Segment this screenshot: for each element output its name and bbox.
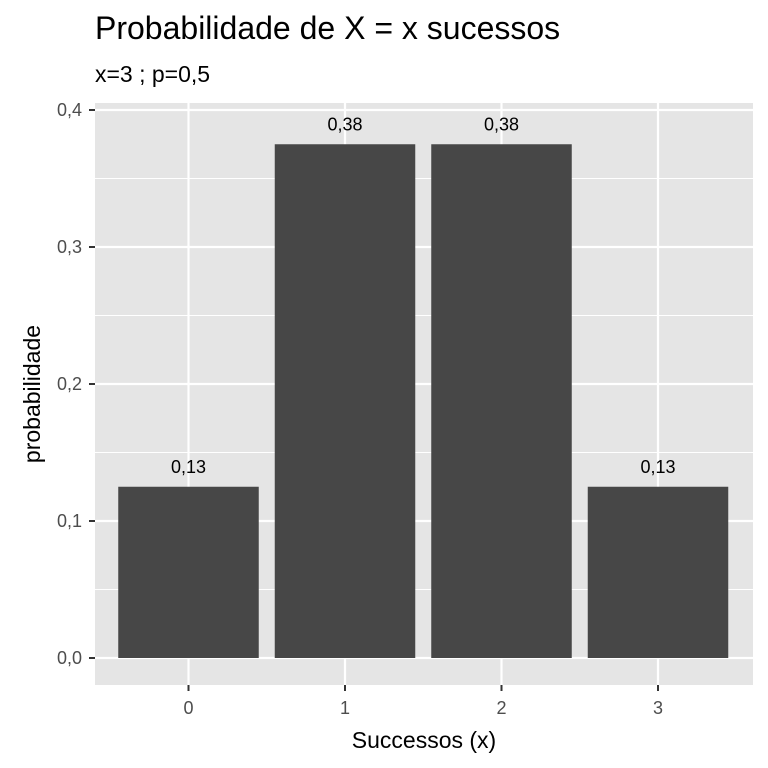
y-tick-label: 0,0 xyxy=(57,648,82,668)
bar-1 xyxy=(274,144,416,658)
x-tick-label: 1 xyxy=(340,698,350,718)
chart-title: Probabilidade de X = x sucessos xyxy=(95,10,560,46)
y-tick-label: 0,2 xyxy=(57,374,82,394)
bars xyxy=(118,144,729,658)
y-axis: 0,0 0,1 0,2 0,3 0,4 xyxy=(57,100,95,668)
y-tick-label: 0,4 xyxy=(57,100,82,120)
bar-0 xyxy=(118,486,259,658)
bar-3 xyxy=(587,486,729,658)
data-label-2: 0,38 xyxy=(484,114,519,134)
x-tick-label: 0 xyxy=(183,698,193,718)
y-axis-title: probabilidade xyxy=(19,325,45,463)
y-tick-label: 0,1 xyxy=(57,511,82,531)
y-tick-label: 0,3 xyxy=(57,237,82,257)
x-axis: 0 1 2 3 xyxy=(183,685,663,718)
bar-2 xyxy=(431,144,572,658)
data-label-1: 0,38 xyxy=(327,114,362,134)
data-label-0: 0,13 xyxy=(171,457,206,477)
data-label-3: 0,13 xyxy=(640,457,675,477)
x-axis-title: Successos (x) xyxy=(352,727,496,753)
chart-subtitle: x=3 ; p=0,5 xyxy=(95,61,210,87)
x-tick-label: 2 xyxy=(496,698,506,718)
x-tick-label: 3 xyxy=(653,698,663,718)
data-labels: 0,13 0,38 0,38 0,13 xyxy=(171,114,676,477)
